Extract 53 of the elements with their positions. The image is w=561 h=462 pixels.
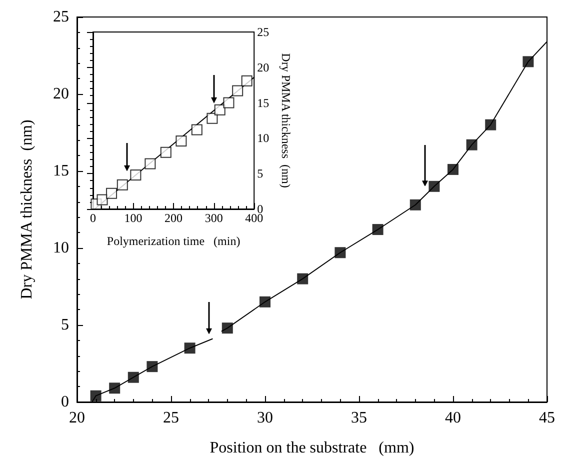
- point: [334, 247, 346, 258]
- point: [109, 382, 120, 394]
- y-tick-label: 25: [53, 8, 69, 26]
- point: [128, 372, 139, 383]
- x-tick-label: 300: [204, 211, 223, 225]
- x-tick-label: 100: [124, 211, 142, 225]
- point: [232, 85, 244, 96]
- x-tick-label: 45: [539, 410, 555, 426]
- y-tick-label: 5: [61, 316, 69, 334]
- point: [130, 170, 142, 181]
- y-axis-title: Dry PMMA thickness (nm): [279, 53, 293, 188]
- y-tick-label: 15: [53, 162, 69, 180]
- x-tick-label: 35: [351, 410, 367, 426]
- point: [466, 139, 478, 150]
- x-axis-title: Polymerization time (min): [106, 234, 240, 248]
- y-tick-label: 20: [257, 60, 270, 74]
- y-tick-label: 25: [257, 25, 270, 39]
- point: [184, 342, 196, 354]
- point: [522, 56, 534, 68]
- y-tick-label: 0: [61, 394, 69, 410]
- y-tick-label: 10: [257, 131, 270, 146]
- point: [160, 146, 172, 158]
- point: [146, 361, 158, 372]
- point: [372, 224, 384, 236]
- point: [241, 75, 252, 86]
- point: [90, 390, 102, 402]
- y-axis-title: Dry PMMA thickness (nm): [18, 120, 36, 300]
- point: [96, 194, 108, 206]
- point: [176, 136, 187, 147]
- x-tick-label: 40: [445, 410, 461, 426]
- x-axis-title: Position on the substrate (mm): [210, 440, 414, 456]
- x-tick-label: 0: [90, 211, 96, 225]
- y-tick-label: 20: [53, 86, 69, 102]
- point: [485, 119, 496, 130]
- point: [223, 97, 234, 108]
- point: [260, 296, 270, 308]
- point: [297, 273, 308, 284]
- x-tick-label: 200: [164, 211, 183, 225]
- point: [214, 104, 226, 116]
- point: [191, 124, 202, 136]
- y-tick-label: 5: [257, 166, 264, 181]
- point: [428, 180, 440, 192]
- point: [144, 158, 156, 170]
- point: [106, 188, 118, 199]
- point: [410, 199, 421, 210]
- point: [116, 179, 128, 190]
- x-tick-label: 30: [257, 410, 273, 426]
- x-tick-label: 25: [163, 410, 179, 426]
- y-tick-label: 10: [53, 240, 69, 256]
- point: [222, 322, 233, 334]
- point: [206, 112, 218, 124]
- y-tick-label: 15: [257, 96, 270, 110]
- point: [448, 164, 458, 175]
